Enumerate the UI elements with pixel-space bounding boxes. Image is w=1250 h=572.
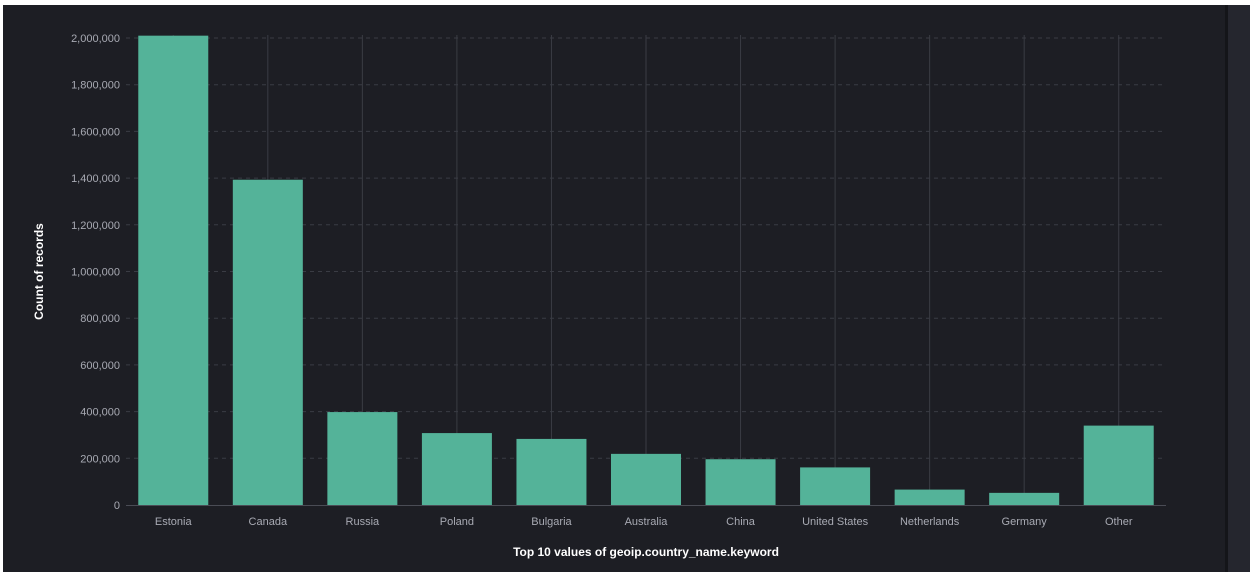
bar-australia[interactable] (611, 453, 681, 505)
y-tick-label: 400,000 (80, 407, 120, 419)
y-tick-label: 1,000,000 (71, 267, 120, 279)
x-tick-label: Canada (249, 516, 288, 528)
bars (138, 35, 1154, 505)
y-tick-label: 1,600,000 (71, 126, 120, 138)
y-tick-label: 0 (114, 500, 120, 512)
bar-germany[interactable] (989, 492, 1060, 505)
bar-other[interactable] (1083, 425, 1154, 505)
x-tick-label: Australia (625, 516, 669, 528)
y-tick-label: 1,200,000 (71, 220, 120, 232)
x-tick-label: Netherlands (900, 516, 960, 528)
bar-russia[interactable] (327, 412, 398, 505)
x-tick-labels: Estonia Canada Russia Poland Bulgaria Austral… (155, 516, 1133, 528)
y-tick-label: 2,000,000 (71, 33, 120, 45)
bar-united-states[interactable] (800, 467, 871, 505)
x-tick-label: United States (802, 516, 869, 528)
x-tick-label: China (726, 516, 756, 528)
y-tick-label: 800,000 (80, 313, 120, 325)
bar-netherlands[interactable] (894, 489, 965, 505)
bar-canada[interactable] (232, 179, 303, 505)
bar-china[interactable] (705, 459, 776, 505)
y-tick-label: 1,400,000 (71, 173, 120, 185)
x-axis-title: Top 10 values of geoip.country_name.keyw… (513, 545, 779, 559)
x-tick-label: Bulgaria (531, 516, 572, 528)
x-tick-label: Poland (440, 516, 474, 528)
x-tick-label: Estonia (155, 516, 193, 528)
panel-divider (1225, 5, 1228, 572)
y-axis-title: Count of records (32, 223, 46, 320)
bar-estonia[interactable] (138, 35, 209, 505)
y-tick-label: 1,800,000 (71, 80, 120, 92)
bar-poland[interactable] (421, 433, 492, 505)
x-tick-label: Russia (346, 516, 381, 528)
y-tick-labels: 0 200,000 400,000 600,000 800,000 1,000,000 1,… (71, 33, 120, 512)
x-tick-label: Germany (1002, 516, 1048, 528)
scrollbar-track[interactable] (1228, 5, 1250, 572)
y-tick-label: 200,000 (80, 453, 120, 465)
y-tick-label: 600,000 (80, 360, 120, 372)
x-tick-label: Other (1105, 516, 1133, 528)
bar-bulgaria[interactable] (516, 438, 587, 505)
